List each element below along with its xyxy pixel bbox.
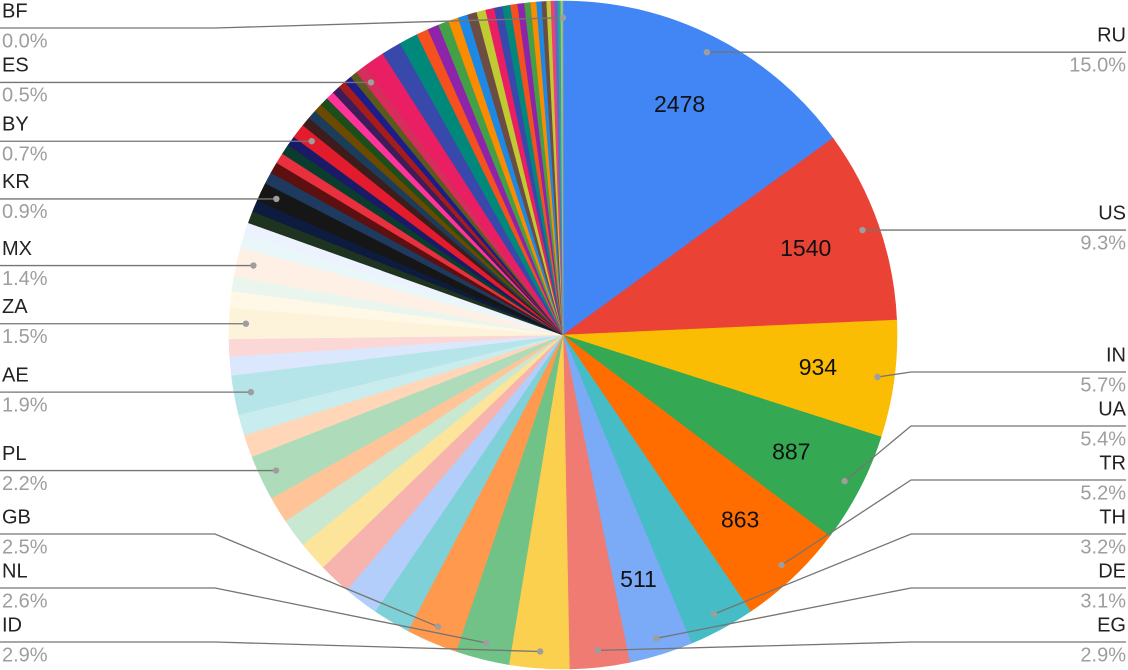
leader-dot [273,195,280,203]
leader-dot [247,388,255,396]
leader-line [0,533,439,628]
slice-name-label: US [1098,202,1126,224]
leader-dot [536,648,544,655]
slice-percent-label: 5.4% [1080,428,1126,450]
slice-percent-label: 5.2% [1080,482,1126,504]
slice-percent-label: 0.9% [2,201,48,223]
slice-name-label: RU [1097,24,1126,46]
leader-line [844,425,1126,482]
leader-line [656,587,1126,639]
slice-percent-label: 1.9% [2,394,48,416]
leader-dot [559,14,567,21]
leader-dot [308,138,315,145]
leader-line [0,641,541,653]
slice-name-label: TR [1099,452,1126,474]
slice-name-label: GB [2,506,31,528]
slice-percent-label: 2.9% [1080,644,1126,666]
slice-name-label: BY [2,114,29,136]
slice-percent-label: 2.2% [2,473,48,495]
slice-name-label: NL [2,560,28,582]
leader-dot [367,79,375,86]
leader-line [0,587,487,644]
slice-percent-label: 0.0% [2,30,48,52]
leader-dot [841,477,848,485]
slice-name-label: BF [2,0,28,22]
leader-dot [874,373,881,381]
slice-name-label: KR [2,171,30,193]
slice-name-label: TH [1099,506,1126,528]
slice-percent-label: 1.4% [2,268,48,290]
leader-dot [710,610,718,618]
leader-dot [703,48,711,56]
pie-slice [562,137,897,336]
leader-line [781,479,1126,566]
slice-name-label: ID [2,614,22,636]
slice-name-label: IN [1106,344,1126,366]
slice-name-label: MX [2,238,32,260]
leader-line [713,533,1126,615]
leader-dot [250,262,257,269]
slice-percent-label: 1.5% [2,326,48,348]
leader-dot [594,647,602,654]
leader-dot [859,226,866,234]
slice-percent-label: 0.7% [2,144,48,166]
leader-line [597,641,1126,652]
slice-percent-label: 9.3% [1080,232,1126,254]
pie [228,0,898,670]
slice-percent-label: 3.1% [1080,590,1126,612]
slice-percent-label: 15.0% [1069,54,1126,76]
leader-dot [652,635,660,642]
slice-name-label: UA [1098,398,1126,420]
slice-value-label: 2478 [654,91,705,117]
leader-line [0,17,563,29]
slice-value-label: 934 [799,354,838,380]
leader-line [877,371,1126,378]
slice-name-label: DE [1098,560,1126,582]
slice-name-label: ZA [2,296,28,318]
leader-dot [778,561,785,569]
slice-percent-label: 2.9% [2,644,48,666]
leader-dot [482,639,490,647]
slice-name-label: EG [1097,614,1126,636]
slice-value-label: 887 [772,439,810,465]
slice-value-label: 1540 [780,235,831,261]
slice-percent-label: 3.2% [1080,536,1126,558]
slice-percent-label: 5.7% [1080,374,1126,396]
slice-percent-label: 2.5% [2,536,48,558]
slice-percent-label: 2.6% [2,590,48,612]
pie-slice [562,0,834,336]
slice-value-label: 863 [721,507,759,533]
slice-name-label: ES [2,55,29,77]
leader-dot [272,467,280,474]
leader-dot [434,623,442,630]
slice-value-label: 511 [620,566,657,592]
leader-dot [242,320,250,327]
slice-name-label: AE [2,364,29,386]
slice-name-label: PL [2,443,26,465]
slice-percent-label: 0.5% [2,85,48,107]
